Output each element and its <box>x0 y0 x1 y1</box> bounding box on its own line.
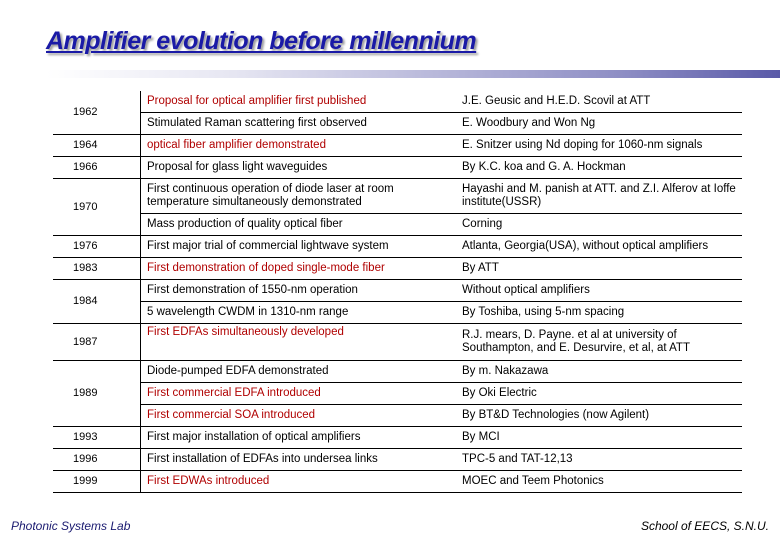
table-row: 1987 First EDFAs simultaneously develope… <box>53 323 742 361</box>
who-cell: By Oki Electric <box>456 382 742 405</box>
table-row: Mass production of quality optical fiber… <box>53 213 742 236</box>
who-cell: Without optical amplifiers <box>456 279 742 302</box>
who-cell: Corning <box>456 213 742 236</box>
who-cell: Atlanta, Georgia(USA), without optical a… <box>456 235 742 258</box>
page-title: Amplifier evolution before millennium <box>46 27 477 55</box>
table-row: 1989 Diode-pumped EDFA demonstrated By m… <box>53 360 742 427</box>
event-cell: First major trial of commercial lightwav… <box>140 235 456 258</box>
event-cell: Mass production of quality optical fiber <box>140 213 456 236</box>
event-cell: First demonstration of 1550-nm operation <box>140 279 456 302</box>
who-cell: TPC-5 and TAT-12,13 <box>456 448 742 471</box>
who-cell: By m. Nakazawa <box>456 360 742 383</box>
event-cell: First demonstration of doped single-mode… <box>140 257 456 280</box>
who-cell: R.J. mears, D. Payne. et al at universit… <box>456 323 742 361</box>
who-cell: MOEC and Teem Photonics <box>456 470 742 493</box>
table-row: 1966 Proposal for glass light waveguides… <box>53 156 742 179</box>
event-cell: First EDWAs introduced <box>140 470 456 493</box>
table-row: 5 wavelength CWDM in 1310-nm range By To… <box>53 301 742 324</box>
footer-lab-name: Photonic Systems Lab <box>11 519 131 533</box>
table-row: First commercial EDFA introduced By Oki … <box>53 382 742 405</box>
footer-school-name: School of EECS, S.N.U. <box>640 519 769 533</box>
event-cell: First commercial EDFA introduced <box>140 382 456 405</box>
table-row: 1970 First continuous operation of diode… <box>53 178 742 236</box>
who-cell: E. Woodbury and Won Ng <box>456 112 742 135</box>
who-cell: J.E. Geusic and H.E.D. Scovil at ATT <box>456 91 742 113</box>
table-row: Stimulated Raman scattering first observ… <box>53 112 742 135</box>
year-cell: 1964 <box>53 134 141 157</box>
year-cell: 1996 <box>53 448 141 471</box>
year-cell: 1976 <box>53 235 141 258</box>
who-cell: By K.C. koa and G. A. Hockman <box>456 156 742 179</box>
event-cell: First commercial SOA introduced <box>140 404 456 427</box>
year-cell: 1987 <box>53 323 141 361</box>
table-row: 1984 First demonstration of 1550-nm oper… <box>53 279 742 324</box>
event-cell: Proposal for optical amplifier first pub… <box>140 91 456 113</box>
year-cell: 1966 <box>53 156 141 179</box>
table-row: 1964 optical fiber amplifier demonstrate… <box>53 134 742 157</box>
year-cell: 1993 <box>53 426 141 449</box>
table-row: 1983 First demonstration of doped single… <box>53 257 742 280</box>
title-divider <box>0 70 780 78</box>
event-cell: First continuous operation of diode lase… <box>140 178 456 214</box>
event-cell: 5 wavelength CWDM in 1310-nm range <box>140 301 456 324</box>
who-cell: By MCI <box>456 426 742 449</box>
who-cell: By BT&D Technologies (now Agilent) <box>456 404 742 427</box>
who-cell: By Toshiba, using 5-nm spacing <box>456 301 742 324</box>
event-cell: Proposal for glass light waveguides <box>140 156 456 179</box>
year-cell: 1984 <box>53 279 141 324</box>
table-row: 1993 First major installation of optical… <box>53 426 742 449</box>
event-cell: Stimulated Raman scattering first observ… <box>140 112 456 135</box>
evolution-table: 1962 Proposal for optical amplifier firs… <box>53 91 742 493</box>
event-cell: Diode-pumped EDFA demonstrated <box>140 360 456 383</box>
year-cell: 1962 <box>53 91 141 135</box>
year-cell: 1989 <box>53 360 141 427</box>
table-row: 1996 First installation of EDFAs into un… <box>53 448 742 471</box>
table-row: 1976 First major trial of commercial lig… <box>53 235 742 258</box>
event-cell: First installation of EDFAs into underse… <box>140 448 456 471</box>
year-cell: 1970 <box>53 178 141 236</box>
table-row: 1962 Proposal for optical amplifier firs… <box>53 91 742 135</box>
who-cell: Hayashi and M. panish at ATT. and Z.I. A… <box>456 178 742 214</box>
year-cell: 1983 <box>53 257 141 280</box>
year-cell: 1999 <box>53 470 141 493</box>
event-cell: First major installation of optical ampl… <box>140 426 456 449</box>
who-cell: E. Snitzer using Nd doping for 1060-nm s… <box>456 134 742 157</box>
event-cell: optical fiber amplifier demonstrated <box>140 134 456 157</box>
table-row: First commercial SOA introduced By BT&D … <box>53 404 742 427</box>
who-cell: By ATT <box>456 257 742 280</box>
table-row: 1999 First EDWAs introduced MOEC and Tee… <box>53 470 742 493</box>
event-cell: First EDFAs simultaneously developed <box>140 323 456 361</box>
